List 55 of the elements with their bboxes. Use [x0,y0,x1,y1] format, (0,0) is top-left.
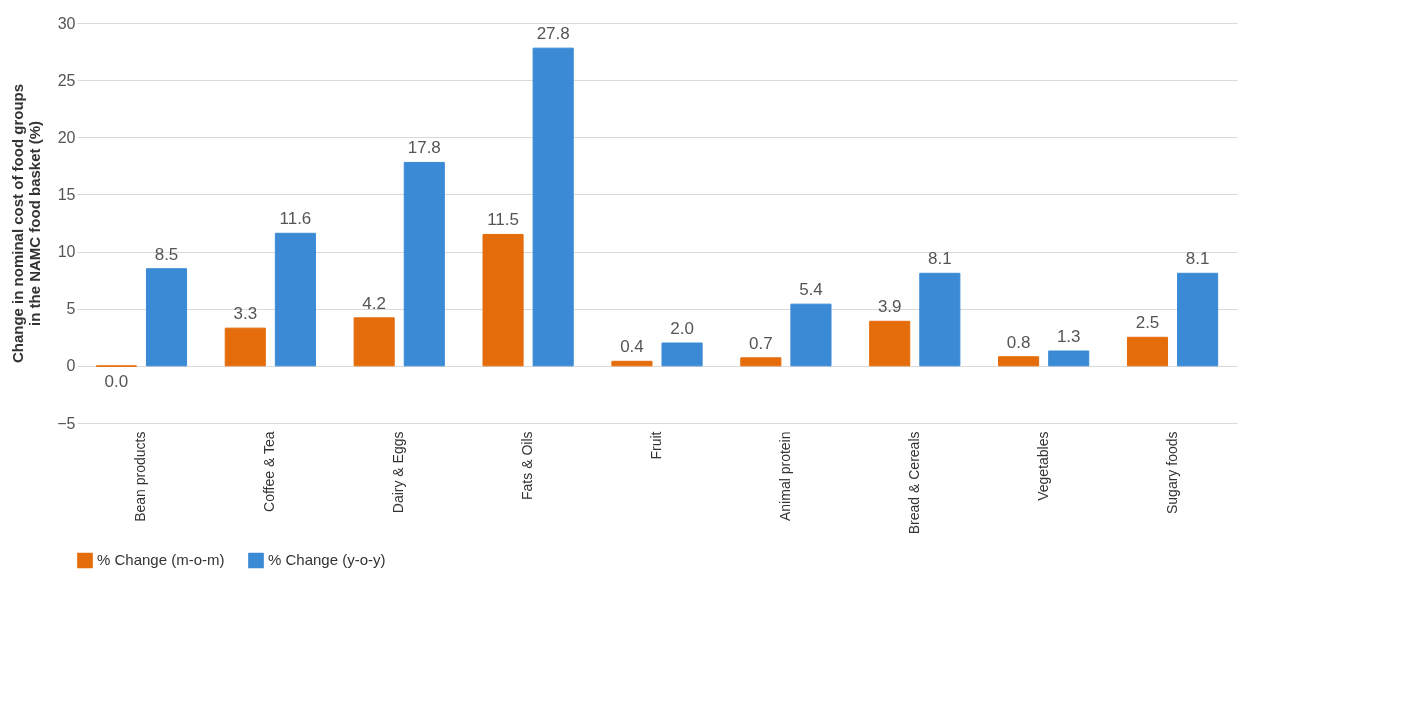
y-tick-label: 20 [57,128,76,146]
bar [869,320,911,367]
y-tick-label: 25 [57,71,76,89]
y-tick-label: 5 [66,300,76,318]
x-tick-label: Dairy & Eggs [390,431,407,514]
data-label: 27.8 [536,24,570,44]
bar [740,357,782,367]
x-tick-label: Bean products [132,431,149,522]
bar [790,303,832,367]
bar [274,232,316,367]
bar [1048,350,1090,367]
bar [661,342,703,367]
x-tick-label: Fats & Oils [519,431,536,500]
x-tick-label: Bread & Cereals [905,431,922,535]
y-tick-label: 0 [66,357,76,375]
y-tick-label: 15 [57,185,76,203]
bar [353,317,395,367]
x-tick-label: Vegetables [1034,431,1051,501]
x-tick-label: Coffee & Tea [261,431,278,512]
y-tick-label: 30 [57,14,76,32]
data-label: 8.1 [928,249,952,269]
y-tick-label: 10 [57,243,76,261]
data-label: 11.5 [487,210,519,230]
x-tick-label: Fruit [648,431,664,460]
bar [611,360,653,367]
y-tick-label: −5 [57,414,76,432]
bar [919,272,961,367]
data-label: 8.5 [154,244,179,264]
legend-label: % Change (y-o-y) [268,551,386,569]
data-label: 0.7 [749,333,773,353]
data-label: 0.8 [1006,332,1031,352]
data-label: 0.4 [620,337,644,357]
data-label: 3.3 [233,304,258,324]
x-tick-label: Sugary foods [1163,431,1180,514]
data-label: 8.1 [1185,249,1210,269]
data-label: 11.6 [279,209,312,229]
data-label: 3.9 [877,297,902,317]
bar [1126,336,1169,367]
bar [145,268,188,367]
bar [403,161,445,367]
y-axis-title: Change in nominal cost of food groups in the NAMC food basket (%) [9,83,44,364]
data-label: 4.2 [362,293,386,313]
data-label: 2.5 [1135,313,1160,333]
data-label: 2.0 [670,319,694,338]
data-label: 5.4 [799,280,823,300]
data-label: 17.8 [407,138,441,158]
bar [1177,272,1219,367]
data-label: 1.3 [1056,327,1081,346]
bar [224,327,266,367]
data-label: 0.0 [104,372,129,392]
x-tick-label: Animal protein [776,431,793,521]
legend-label: % Change (m-o-m) [97,551,225,569]
bar [532,47,574,367]
bar [998,356,1040,367]
bar [482,233,524,367]
